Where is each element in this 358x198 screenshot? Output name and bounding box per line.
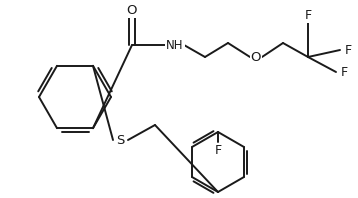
Text: NH: NH <box>166 38 184 51</box>
Text: F: F <box>340 66 348 78</box>
Text: O: O <box>127 4 137 16</box>
Text: F: F <box>214 144 222 156</box>
Text: S: S <box>116 133 124 147</box>
Text: F: F <box>344 44 352 56</box>
Text: F: F <box>304 9 311 22</box>
Text: O: O <box>251 50 261 64</box>
